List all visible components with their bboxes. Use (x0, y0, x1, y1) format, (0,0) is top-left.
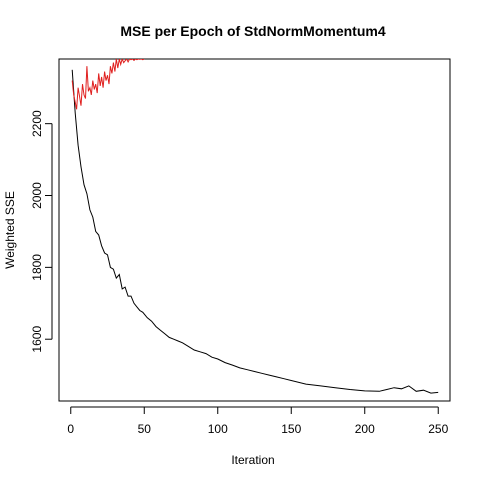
x-tick-label: 0 (67, 422, 74, 436)
x-tick-label: 100 (208, 422, 228, 436)
chart-title: MSE per Epoch of StdNormMomentum4 (120, 23, 385, 39)
y-tick-label: 1600 (30, 326, 44, 353)
series-layer (71, 59, 439, 394)
y-tick-label: 2000 (30, 182, 44, 209)
x-axis: 0 50 100 150 200 250 (67, 406, 449, 436)
series-line-2 (71, 59, 145, 110)
x-tick-label: 50 (138, 422, 152, 436)
series-line-1 (71, 69, 439, 394)
y-axis-label: Weighted SSE (3, 191, 17, 269)
y-axis: 1600 1800 2000 2200 (30, 110, 53, 353)
x-tick-label: 250 (428, 422, 448, 436)
y-tick-label: 1800 (30, 254, 44, 281)
x-axis-label: Iteration (231, 453, 274, 467)
y-tick-label: 2200 (30, 110, 44, 137)
x-tick-label: 150 (281, 422, 301, 436)
plot-box (58, 58, 451, 402)
x-tick-label: 200 (355, 422, 375, 436)
